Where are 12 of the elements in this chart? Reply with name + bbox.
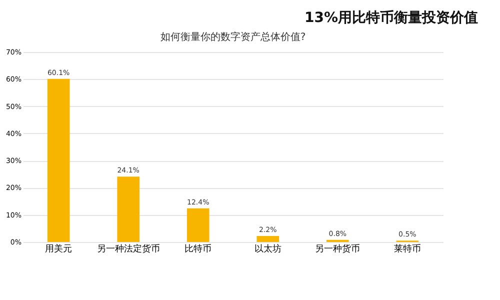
x-tick-label: 用美元 bbox=[45, 244, 72, 254]
x-tick-label: 以太坊 bbox=[254, 244, 282, 254]
x-tick-label: 另一种法定货币 bbox=[96, 244, 160, 254]
chart-title: 如何衡量你的数字资产总体价值? bbox=[160, 31, 306, 43]
bar bbox=[47, 78, 70, 242]
x-tick-label: 莱特币 bbox=[394, 244, 421, 254]
text: 13%用比特币衡量投资价值 bbox=[304, 9, 478, 26]
x-tick-label: 比特币 bbox=[184, 244, 212, 254]
bar bbox=[117, 176, 140, 242]
bar bbox=[186, 208, 210, 242]
bar bbox=[256, 236, 280, 242]
x-tick-label: 另一种货币 bbox=[315, 244, 360, 254]
